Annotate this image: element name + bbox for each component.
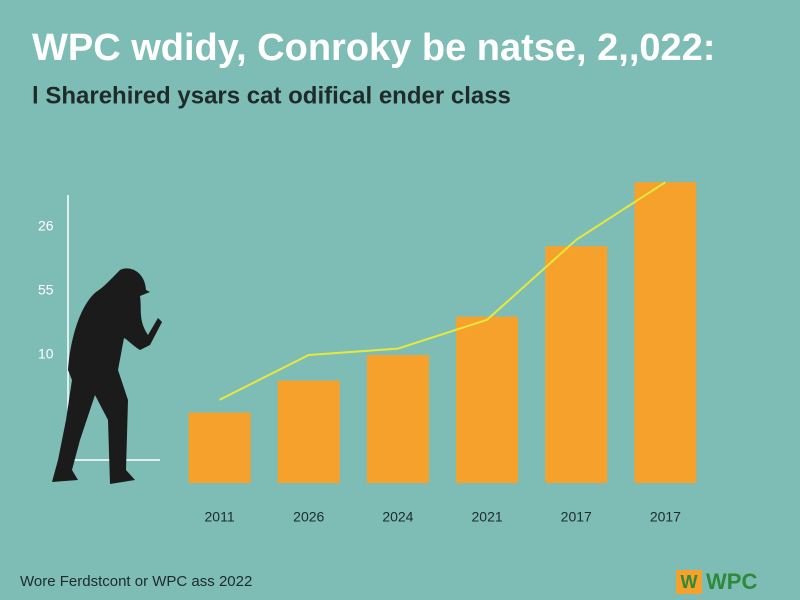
bar [366,355,429,483]
bar [456,316,519,483]
logo-mark: W [681,572,698,592]
y-tick-label: 55 [38,282,54,298]
y-tick-label: 10 [38,346,54,362]
bar [277,380,340,483]
bar [545,246,608,483]
x-tick-label: 2024 [382,509,413,525]
x-tick-label: 2011 [205,509,235,525]
trend-line [219,181,666,401]
bar [634,182,697,483]
x-tick-label: 2017 [650,509,681,525]
footer: Wore Ferdstcont or WPC ass 2022 [20,573,252,590]
x-tick-label: 2026 [293,509,324,525]
logo-icon [676,570,702,594]
x-tick-label: 2017 [561,509,592,525]
logo-text: WPC [706,569,757,594]
x-tick-label: 2021 [472,509,503,525]
chart-subtitle: l Sharehired ysars cat odifical ender cl… [32,82,511,109]
person-silhouette [52,268,162,484]
chart-title: WPC wdidy, Conroky be natse, 2,,022: [32,27,715,69]
bar [188,412,251,483]
y-tick-label: 26 [38,218,54,234]
